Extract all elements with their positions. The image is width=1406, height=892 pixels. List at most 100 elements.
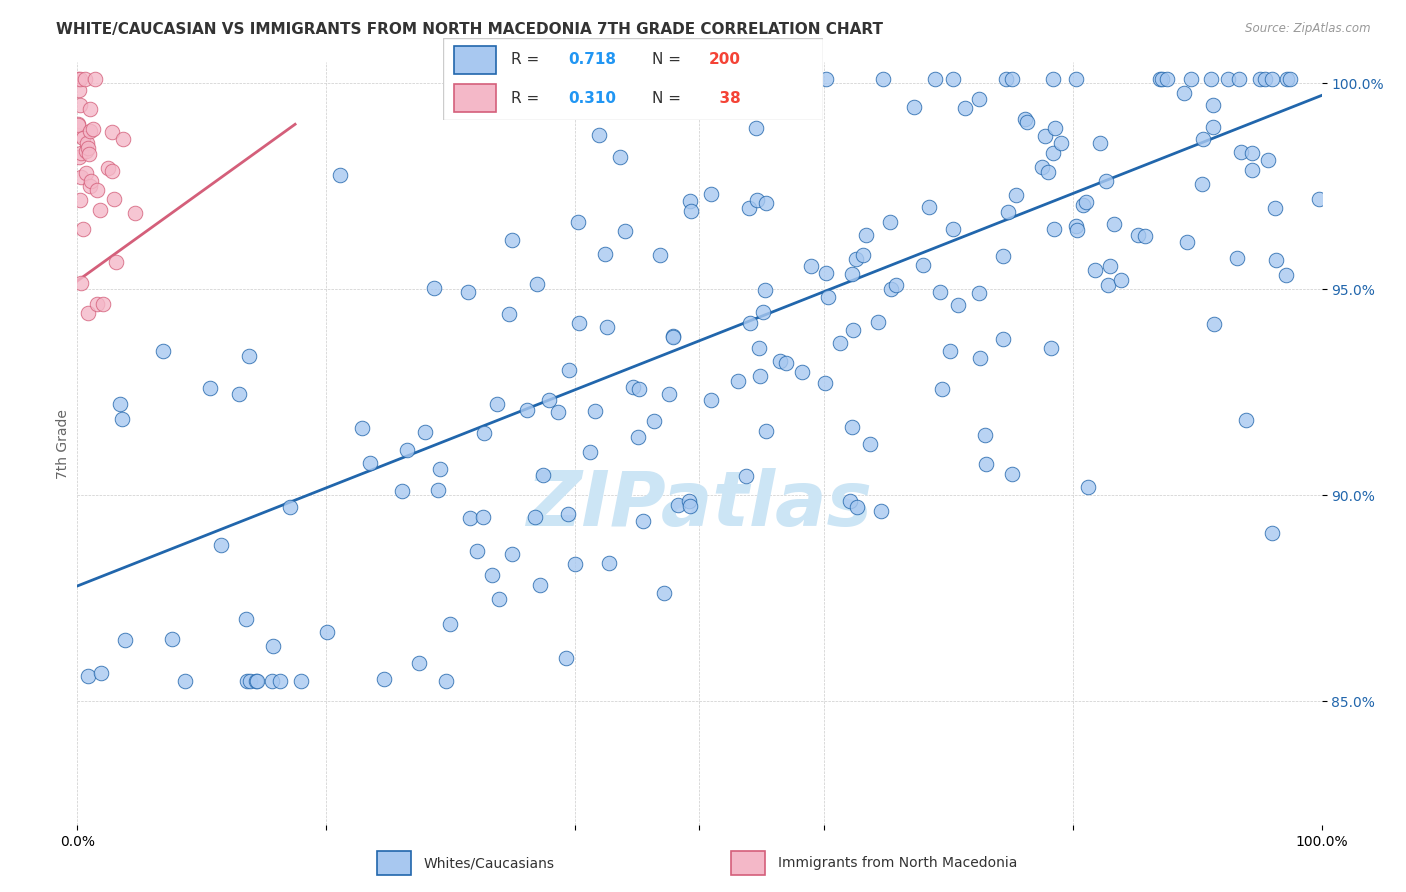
Text: ZIPatlas: ZIPatlas [526,467,873,541]
Point [1150,71,1173,86]
Point [1230,145,1253,159]
Point [880,282,903,296]
Point [1005,187,1028,202]
Point [1226,251,1249,265]
Point [501,547,523,561]
Point [662,329,685,343]
Point [924,71,946,86]
Point [97,161,120,175]
Point [997,204,1019,219]
Point [101,164,124,178]
Point [884,277,907,292]
Point [598,556,620,570]
Point [903,100,925,114]
Point [1261,71,1284,86]
Point [967,92,990,106]
Point [391,483,413,498]
Point [75,145,97,159]
Point [1015,114,1038,128]
Point [1066,223,1088,237]
Text: Whites/Caucasians: Whites/Caucasians [423,856,554,870]
Point [775,355,797,369]
Point [76,136,98,151]
Point [70,277,93,291]
Point [1234,413,1257,427]
Point [841,267,863,281]
Point [79,103,101,117]
Point [439,616,461,631]
Point [679,194,702,208]
Point [124,206,146,220]
Point [1241,145,1264,160]
Point [755,424,778,438]
FancyBboxPatch shape [454,45,496,74]
Point [613,224,636,238]
Point [69,71,91,86]
Point [423,281,446,295]
Point [700,186,723,201]
Point [1071,198,1094,212]
Point [769,354,792,368]
Point [991,332,1014,346]
Point [800,260,823,274]
Point [621,379,644,393]
Point [1180,71,1202,86]
Point [262,639,284,653]
Point [744,120,766,135]
Text: 0.718: 0.718 [568,53,616,67]
Point [67,118,90,132]
Point [235,612,257,626]
Point [681,203,703,218]
Point [429,462,451,476]
Point [108,396,131,410]
Point [748,341,770,355]
Point [529,578,551,592]
Point [1097,278,1119,293]
Point [1308,192,1330,206]
Point [969,351,991,366]
Point [1275,71,1298,86]
Point [486,397,509,411]
Point [567,214,589,228]
Point [114,633,136,648]
Point [1076,194,1098,209]
Point [329,168,352,182]
Point [1042,145,1064,160]
Point [1014,112,1036,127]
Point [1126,228,1149,243]
Point [699,392,721,407]
Point [627,430,650,444]
Point [112,132,135,146]
Point [1042,71,1064,86]
Point [747,194,769,208]
Point [547,405,569,419]
Point [1261,525,1284,540]
Point [917,200,939,214]
Point [269,673,291,688]
Point [652,586,675,600]
Point [66,128,89,143]
Point [1001,467,1024,481]
Text: Immigrants from North Macedonia: Immigrants from North Macedonia [778,856,1017,870]
Point [879,215,901,229]
Point [942,71,965,86]
Point [596,320,619,334]
Point [846,500,869,514]
Point [1191,177,1213,191]
FancyBboxPatch shape [731,851,765,875]
Point [738,201,761,215]
Point [828,335,851,350]
Point [1045,120,1067,135]
Point [90,666,112,681]
Point [841,323,863,337]
FancyBboxPatch shape [443,38,823,120]
Point [467,544,489,558]
Point [1156,71,1178,86]
FancyBboxPatch shape [454,85,496,112]
Point [678,493,700,508]
Point [839,494,862,508]
Point [209,538,232,552]
Point [1064,219,1087,233]
Point [991,249,1014,263]
Point [870,503,893,517]
